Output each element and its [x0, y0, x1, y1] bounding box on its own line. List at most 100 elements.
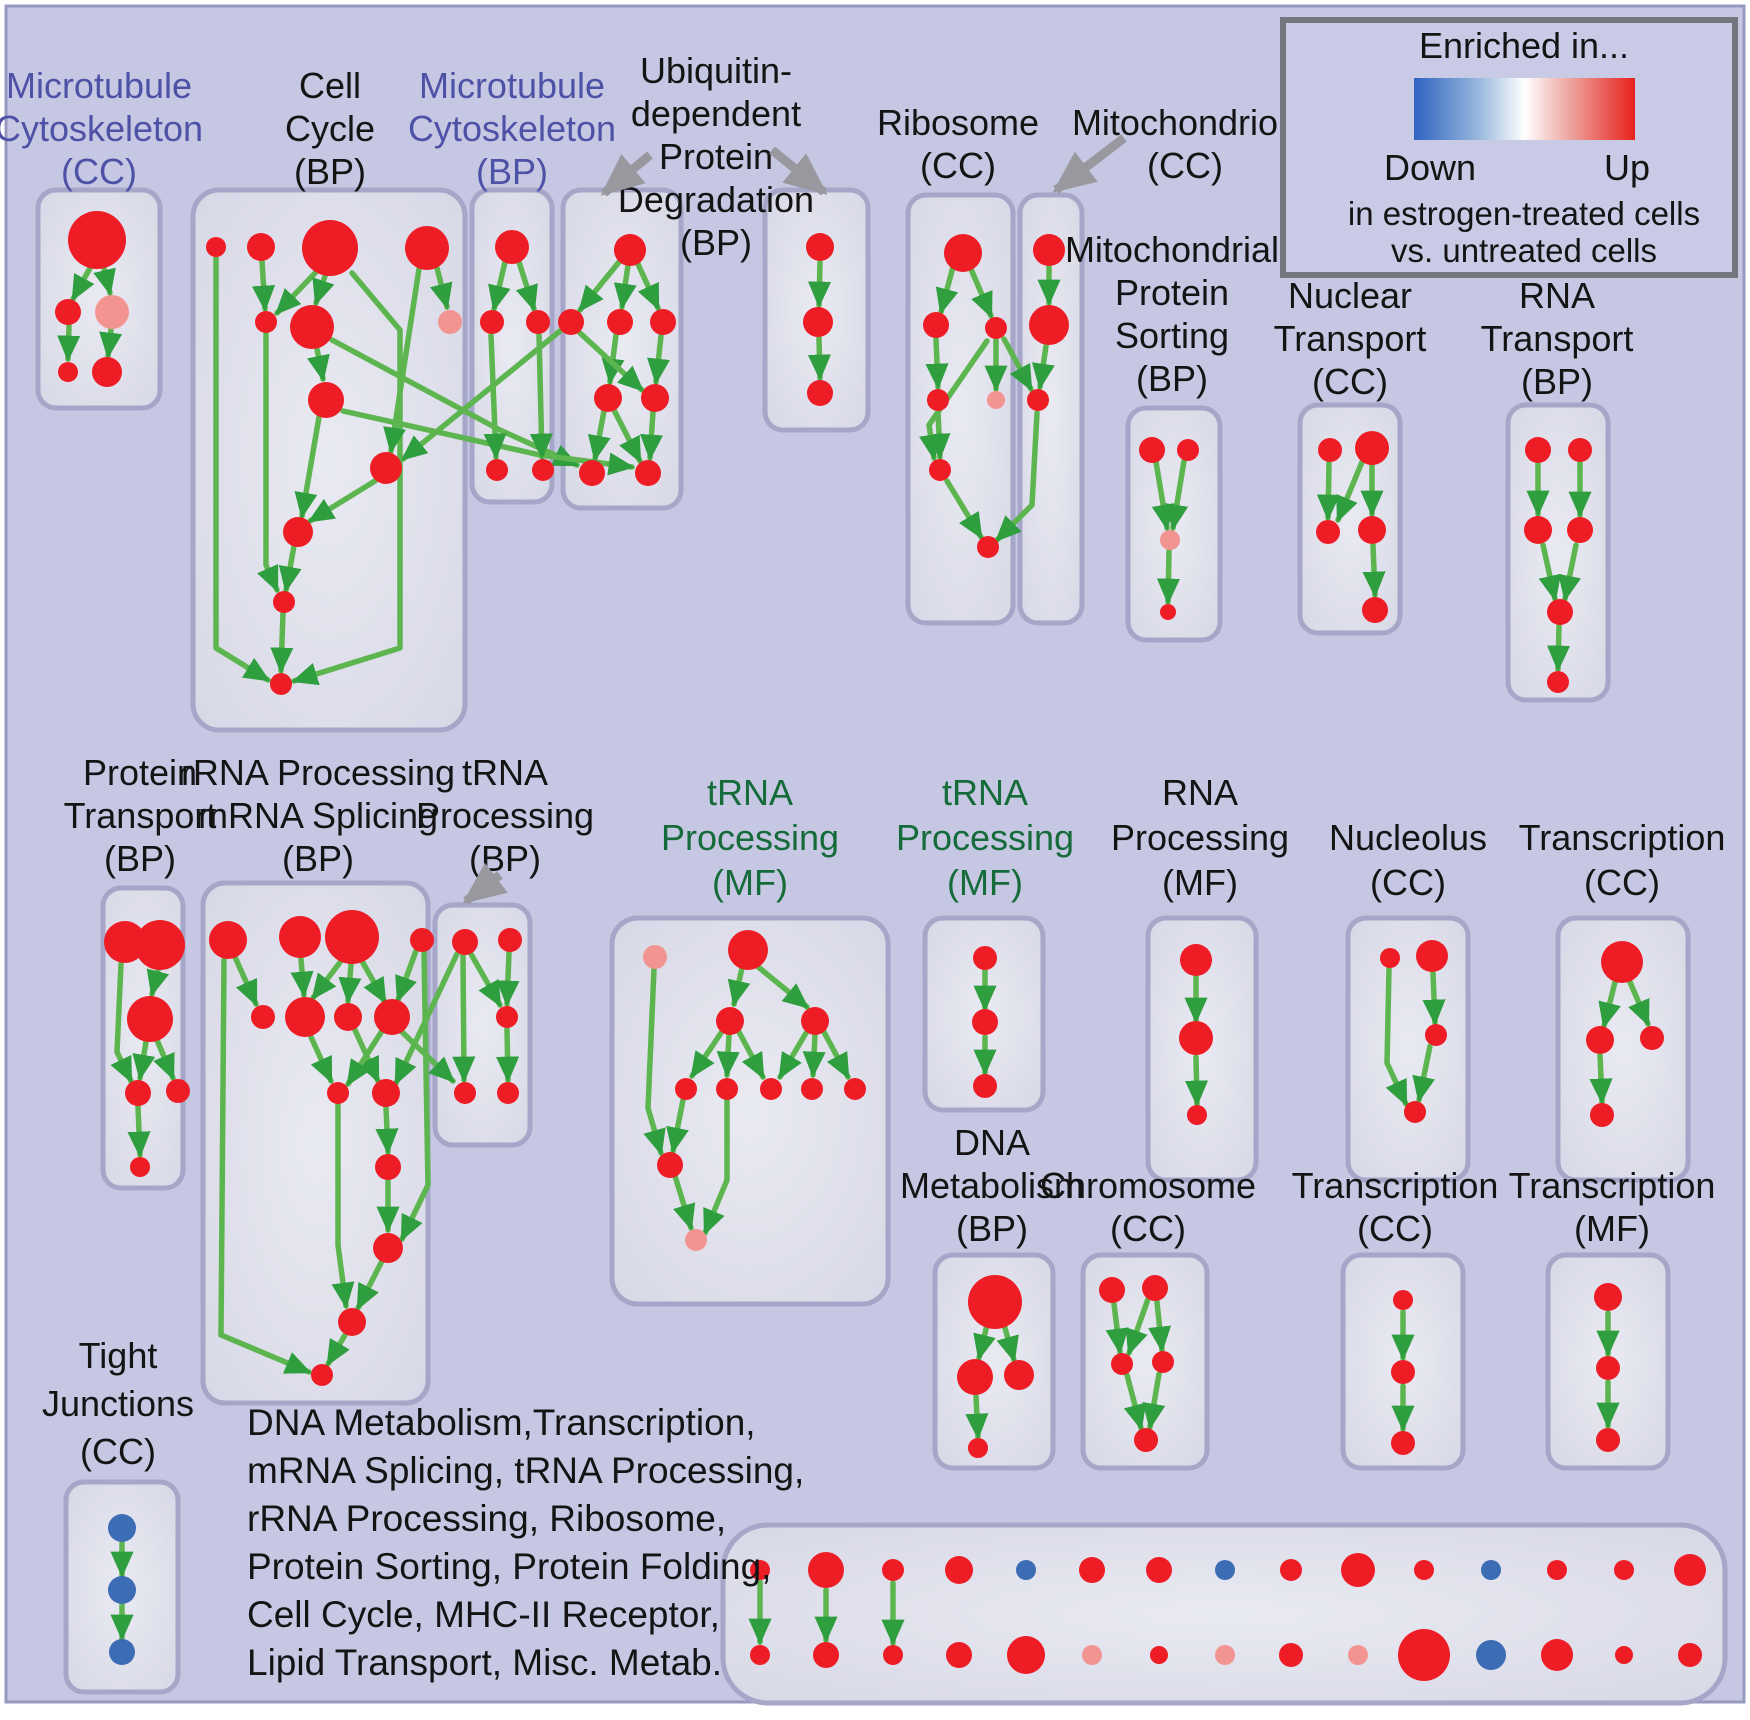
- group-label-transcription-mf: Transcription (MF): [1509, 1165, 1716, 1249]
- edge-rrna-processing-mrna-splicing-bp-11: [375, 1105, 399, 1155]
- go-term-node-misc-pairs-7: [1215, 1560, 1235, 1580]
- go-term-node-cell-cycle-bp-8: [370, 452, 402, 484]
- group-label-cell-cycle-bp: Cell Cycle (BP): [285, 65, 375, 192]
- edge-rrna-processing-mrna-splicing-bp-13: [355, 1258, 385, 1311]
- group-label-rna-transport-bp: RNA Transport (BP): [1481, 275, 1634, 402]
- go-term-node-nucleolus-cc-3: [1404, 1101, 1426, 1123]
- go-term-node-ubiquitin-degradation-left-5: [641, 384, 669, 412]
- go-term-node-trna-processing-mf-large-8: [844, 1078, 866, 1100]
- group-label-microtubule-cytoskeleton-cc: Microtubule Cytoskeleton (CC): [0, 65, 203, 192]
- group-label-chromosome-cc: Chromosome (CC): [1040, 1165, 1256, 1249]
- edge-cell-cycle-bp-0: [213, 255, 271, 683]
- go-term-node-trna-processing-bp-1: [498, 928, 522, 952]
- go-term-node-rrna-processing-mrna-splicing-bp-13: [311, 1364, 333, 1386]
- edge-ribosome-cc-4: [1001, 336, 1034, 392]
- go-term-node-cell-cycle-bp-9: [283, 517, 313, 547]
- legend-up-label: Up: [1604, 147, 1650, 188]
- edge-microtubule-cytoskeleton-cc-0: [70, 265, 95, 302]
- go-term-node-rrna-processing-mrna-splicing-bp-4: [251, 1005, 275, 1029]
- edge-microtubule-cytoskeleton-cc-3: [99, 327, 123, 359]
- edge-ubiquitin-degradation-left-2: [635, 261, 661, 311]
- go-term-node-rna-transport-bp-3: [1567, 517, 1593, 543]
- go-term-node-misc-pairs-26: [1476, 1640, 1506, 1670]
- go-term-node-ubiquitin-degradation-left-2: [607, 309, 633, 335]
- edge-rrna-processing-mrna-splicing-bp-16: [398, 1028, 456, 1084]
- go-term-node-microtubule-cytoskeleton-bp-0: [495, 230, 529, 264]
- go-term-node-nuclear-transport-cc-3: [1358, 516, 1386, 544]
- edge-ubiquitin-degradation-left-0: [577, 259, 622, 313]
- go-term-node-dna-metabolism-bp-1: [957, 1359, 993, 1395]
- go-term-node-ubiquitin-degradation-right-0: [806, 233, 834, 261]
- go-term-node-microtubule-cytoskeleton-bp-2: [526, 310, 550, 334]
- edge-trna-processing-bp-4: [393, 951, 460, 1086]
- edge-trna-processing-mf-large-8: [643, 966, 666, 1156]
- edge-cell-cycle-bp-3: [312, 273, 335, 306]
- group-label-mitochondrion-cc: Mitochondrion (CC): [1072, 102, 1298, 186]
- pointer-arrow-to-ubiquitin-left-box: [600, 151, 653, 197]
- edge-ubiquitin-degradation-left-8: [611, 407, 643, 464]
- edge-chromosome-cc-1: [1125, 1296, 1151, 1356]
- edge-cell-cycle-bp-12: [257, 331, 280, 593]
- edge-rna-processing-mf-1: [1184, 1054, 1209, 1107]
- edge-cell-cycle-bp-13: [278, 543, 302, 593]
- edge-rna-transport-bp-4: [1546, 623, 1571, 672]
- go-term-node-transcription-cc-mid-2: [1640, 1026, 1664, 1050]
- go-term-node-protein-transport-bp-1: [135, 920, 185, 970]
- group-label-tight-junctions-cc: Tight Junctions (CC): [42, 1335, 194, 1472]
- go-term-node-trna-processing-mf-small-1: [972, 1009, 998, 1035]
- go-term-node-rna-transport-bp-4: [1547, 599, 1573, 625]
- edge-nuclear-transport-cc-1: [1335, 459, 1365, 523]
- go-term-node-ubiquitin-degradation-left-4: [594, 384, 622, 412]
- go-term-node-misc-pairs-27: [1541, 1639, 1573, 1671]
- go-term-node-rrna-processing-mrna-splicing-bp-0: [209, 921, 247, 959]
- go-term-node-nuclear-transport-cc-1: [1355, 431, 1389, 465]
- go-term-node-ribosome-cc-3: [927, 389, 949, 411]
- edge-rrna-processing-mrna-splicing-bp-6: [395, 948, 419, 1003]
- go-term-node-misc-pairs-13: [1614, 1560, 1634, 1580]
- go-term-node-chromosome-cc-4: [1134, 1428, 1158, 1452]
- legend: Enriched in... Down Up in estrogen-treated …: [1280, 17, 1738, 278]
- go-term-node-nuclear-transport-cc-0: [1318, 438, 1342, 462]
- go-term-node-ribosome-cc-0: [944, 234, 982, 272]
- edge-ubiquitin-degradation-left-7: [639, 409, 664, 461]
- edge-rrna-processing-mrna-splicing-bp-15: [331, 1102, 355, 1309]
- go-term-node-misc-pairs-10: [1414, 1560, 1434, 1580]
- go-term-node-misc-pairs-12: [1547, 1560, 1567, 1580]
- go-term-node-trna-processing-bp-4: [497, 1082, 519, 1104]
- go-term-node-trna-processing-bp-3: [454, 1082, 476, 1104]
- go-term-node-transcription-cc-mid-3: [1590, 1103, 1614, 1127]
- go-term-node-misc-pairs-5: [1079, 1557, 1105, 1583]
- edge-nuclear-transport-cc-3: [1362, 542, 1386, 598]
- edge-ubiquitin-degradation-right-1: [807, 335, 831, 381]
- go-term-node-rrna-processing-mrna-splicing-bp-5: [285, 997, 325, 1037]
- edge-trna-processing-mf-large-7: [821, 1029, 851, 1080]
- edge-rna-transport-bp-3: [1558, 542, 1581, 602]
- go-term-node-nucleolus-cc-2: [1425, 1024, 1447, 1046]
- go-term-node-cell-cycle-bp-11: [270, 673, 292, 695]
- edge-ubiquitin-degradation-left-9: [400, 328, 563, 462]
- edge-rna-transport-bp-2: [1538, 542, 1562, 602]
- edge-rrna-processing-mrna-splicing-bp-10: [345, 1028, 385, 1087]
- go-term-node-cell-cycle-bp-1: [247, 233, 275, 261]
- go-term-node-rrna-processing-mrna-splicing-bp-8: [327, 1082, 349, 1104]
- edge-microtubule-cytoskeleton-cc-2: [57, 323, 81, 362]
- edge-trna-processing-mf-large-3: [716, 1032, 740, 1078]
- group-label-trna-processing-mf-large: tRNA Processing (MF): [661, 772, 839, 903]
- go-term-node-ubiquitin-degradation-left-1: [558, 309, 584, 335]
- go-term-node-microtubule-cytoskeleton-cc-1: [55, 299, 81, 325]
- go-term-node-mitochondrion-cc-2: [1027, 389, 1049, 411]
- go-term-node-rrna-processing-mrna-splicing-bp-12: [338, 1308, 366, 1336]
- group-label-protein-transport-bp: Protein Transport (BP): [64, 752, 217, 879]
- go-term-node-misc-pairs-22: [1215, 1645, 1235, 1665]
- legend-title: Enriched in...: [1419, 25, 1629, 66]
- edge-chromosome-cc-2: [1148, 1299, 1172, 1353]
- edge-microtubule-cytoskeleton-bp-0: [488, 259, 511, 312]
- go-term-node-ubiquitin-degradation-right-2: [807, 380, 833, 406]
- legend-down-label: Down: [1384, 147, 1476, 188]
- edge-trna-processing-mf-large-0: [727, 965, 751, 1007]
- go-term-node-misc-pairs-19: [1007, 1636, 1045, 1674]
- legend-box: [1280, 17, 1738, 278]
- go-term-node-trna-processing-mf-large-0: [643, 945, 667, 969]
